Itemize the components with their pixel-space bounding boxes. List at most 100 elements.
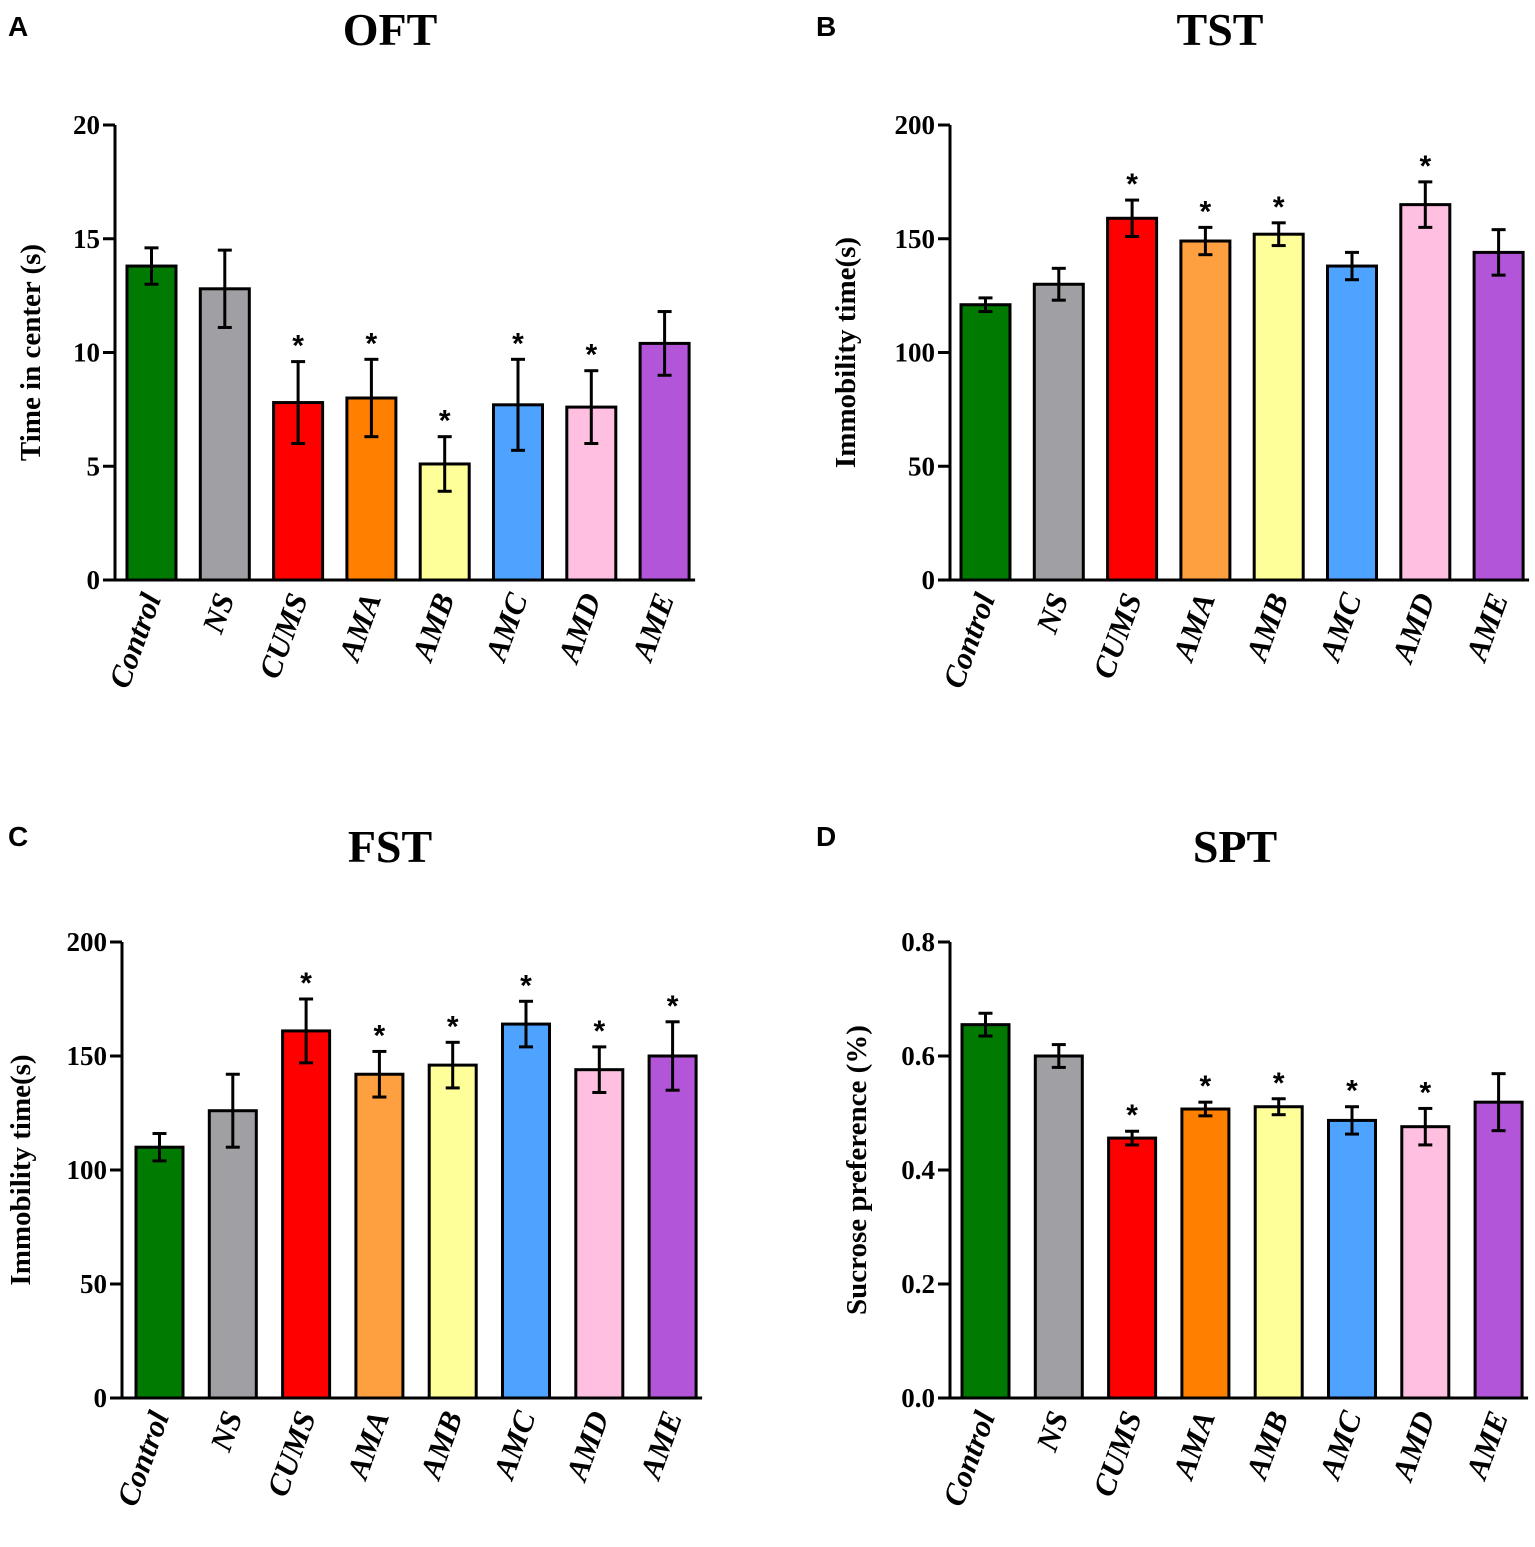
significance-marker: * xyxy=(585,339,597,372)
significance-marker: * xyxy=(667,990,679,1023)
category-label: AMA xyxy=(1165,1406,1222,1485)
error-bar-control xyxy=(978,1011,993,1038)
category-label: AMD xyxy=(550,588,608,668)
y-tick-label: 100 xyxy=(895,338,936,368)
category-label: NS xyxy=(195,588,242,638)
bar-ame xyxy=(638,341,691,582)
category-label: NS xyxy=(203,1406,250,1456)
bar-control xyxy=(125,264,178,582)
bar-ama xyxy=(1179,239,1232,582)
y-tick-label: 15 xyxy=(73,224,100,254)
significance-marker: * xyxy=(1419,1076,1431,1109)
category-label: NS xyxy=(1029,1406,1076,1456)
chart-title: OFT xyxy=(343,4,438,55)
panel-letter: D xyxy=(816,821,836,852)
y-tick-label: 0 xyxy=(922,565,936,595)
category-label: AMB xyxy=(1238,588,1295,667)
significance-marker: * xyxy=(366,327,378,360)
error-bar-ame xyxy=(657,310,672,377)
significance-marker: * xyxy=(374,1019,386,1052)
y-axis-label: Sucrose preference (%) xyxy=(841,1025,873,1315)
error-bar-amc xyxy=(1345,1105,1359,1136)
bar-ame xyxy=(647,1054,698,1400)
category-label: Control xyxy=(936,1406,1003,1511)
bar-amc xyxy=(1326,264,1378,582)
category-label: AMD xyxy=(558,1406,616,1486)
bar-amd xyxy=(574,1068,625,1400)
y-tick-label: 0 xyxy=(87,565,101,595)
error-bar-ama xyxy=(364,357,379,439)
bar-amb xyxy=(1253,1105,1304,1400)
y-tick-label: 150 xyxy=(67,1041,108,1071)
error-bar-ame xyxy=(665,1020,680,1092)
error-bar-ns xyxy=(225,1072,240,1149)
error-bar-amb xyxy=(1271,1097,1286,1117)
error-bar-amc xyxy=(519,999,533,1049)
error-bar-ns xyxy=(1051,1043,1066,1069)
significance-marker: * xyxy=(1126,168,1138,201)
bar-ns xyxy=(207,1109,258,1400)
category-label: Control xyxy=(936,588,1003,693)
category-label: NS xyxy=(1029,588,1076,638)
bar-cums xyxy=(281,1029,332,1400)
y-tick-label: 0.2 xyxy=(901,1269,935,1299)
significance-marker: * xyxy=(1200,195,1212,228)
category-label: Control xyxy=(110,1406,177,1511)
bar-amb xyxy=(1252,232,1305,582)
panel-letter: C xyxy=(8,821,28,852)
error-bar-control xyxy=(978,296,993,314)
category-label: CUMS xyxy=(260,1406,323,1501)
error-bar-ame xyxy=(1491,228,1506,277)
bar-amc xyxy=(1327,1118,1377,1400)
significance-marker: * xyxy=(520,969,532,1002)
significance-marker: * xyxy=(1126,1099,1138,1132)
significance-marker: * xyxy=(1346,1075,1358,1108)
significance-marker: * xyxy=(593,1015,605,1048)
category-label: CUMS xyxy=(252,588,315,683)
category-label: AME xyxy=(1458,588,1515,667)
category-label: AMC xyxy=(485,1406,542,1485)
panel-letter: A xyxy=(8,11,28,42)
significance-marker: * xyxy=(439,405,451,438)
category-label: AME xyxy=(1458,1406,1515,1485)
bar-ns xyxy=(198,287,251,582)
y-tick-label: 20 xyxy=(73,110,100,140)
error-bar-amc xyxy=(1345,250,1359,282)
error-bar-amc xyxy=(511,357,525,452)
significance-marker: * xyxy=(512,327,524,360)
error-bar-amd xyxy=(584,369,599,445)
bar-ns xyxy=(1033,1054,1084,1400)
category-label: Control xyxy=(102,588,169,693)
y-tick-label: 0 xyxy=(94,1383,108,1413)
error-bar-cums xyxy=(299,997,314,1065)
bar-amc xyxy=(501,1022,551,1400)
y-tick-label: 100 xyxy=(67,1155,108,1185)
category-label: CUMS xyxy=(1086,1406,1149,1501)
y-tick-label: 0.6 xyxy=(901,1041,935,1071)
error-bar-amd xyxy=(1418,1106,1433,1147)
error-bar-ama xyxy=(1198,225,1213,257)
significance-marker: * xyxy=(292,330,304,363)
bar-amd xyxy=(1399,203,1452,582)
error-bar-amb xyxy=(1271,221,1286,248)
y-tick-label: 0.8 xyxy=(901,927,935,957)
category-label: AMA xyxy=(339,1406,396,1485)
error-bar-cums xyxy=(1125,198,1140,238)
significance-marker: * xyxy=(1419,150,1431,183)
category-label: AMB xyxy=(1238,1406,1295,1485)
bar-control xyxy=(134,1145,185,1400)
significance-marker: * xyxy=(300,967,312,1000)
bar-ame xyxy=(1472,250,1525,582)
error-bar-ns xyxy=(217,248,232,329)
error-bar-amb xyxy=(445,1040,460,1090)
category-label: AMC xyxy=(1311,588,1368,667)
bar-amd xyxy=(1400,1125,1451,1400)
error-bar-ame xyxy=(1491,1072,1506,1133)
bar-ns xyxy=(1032,282,1085,582)
chart-panel-d: D SPT Sucrose preference (%) Control NS * CUMS… xyxy=(816,821,1529,1511)
y-tick-label: 5 xyxy=(87,451,101,481)
bar-amb xyxy=(427,1063,478,1400)
category-label: AMD xyxy=(1384,588,1442,668)
category-label: AMA xyxy=(331,588,388,667)
